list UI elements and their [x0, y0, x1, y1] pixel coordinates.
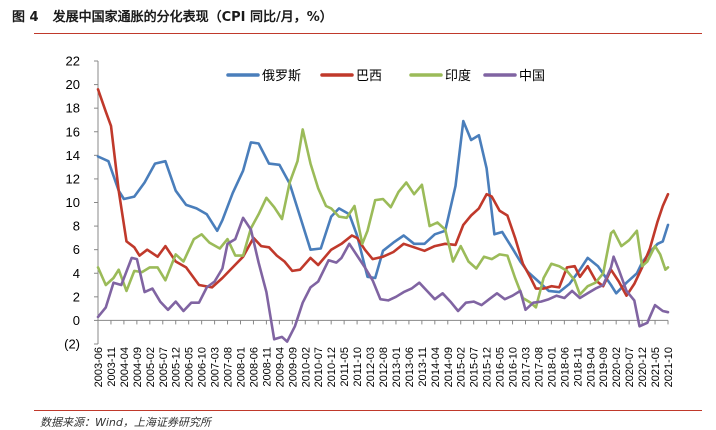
y-tick-label: 6	[73, 242, 80, 257]
x-tick-label: 2007-08	[223, 347, 235, 387]
x-tick-label: 2016-10	[508, 347, 520, 387]
x-tick-label: 2010-12	[326, 347, 338, 387]
figure-title-text: 发展中国家通胀的分化表现（CPI 同比/月，%）	[52, 10, 333, 25]
figure-title: 图 4 发展中国家通胀的分化表现（CPI 同比/月，%）	[12, 6, 333, 25]
data-source-note: 数据来源：Wind，上海证券研究所	[40, 416, 211, 429]
figure-number: 图 4	[12, 10, 39, 25]
x-tick-label: 2003-11	[106, 347, 118, 387]
series-line-3	[96, 128, 670, 309]
x-tick-label: 2013-11	[417, 347, 429, 387]
y-tick-label: (2)	[64, 337, 80, 352]
series-line-2	[96, 88, 670, 297]
x-tick-label: 2009-09	[287, 347, 299, 387]
y-tick-label: 2	[73, 289, 80, 304]
x-tick-label: 2008-11	[261, 347, 273, 387]
x-tick-label: 2016-05	[495, 347, 507, 387]
x-tick-label: 2012-03	[365, 347, 377, 387]
x-tick-label: 2019-09	[598, 347, 610, 387]
x-tick-label: 2017-08	[533, 347, 545, 387]
legend-label-3: 印度	[445, 68, 471, 84]
legend-label-4: 中国	[519, 69, 545, 84]
x-tick-label: 2021-10	[663, 347, 675, 387]
x-tick-label: 2012-08	[378, 347, 390, 387]
x-tick-label: 2006-05	[184, 347, 196, 387]
series-line-1	[96, 119, 670, 295]
x-tick-label: 2020-07	[624, 347, 636, 387]
y-tick-label: 14	[66, 148, 80, 163]
x-tick-label: 2018-01	[546, 347, 558, 387]
x-tick-label: 2008-01	[236, 347, 248, 387]
x-tick-label: 2018-11	[572, 347, 584, 387]
y-tick-label: 22	[66, 54, 80, 69]
source-divider	[34, 410, 702, 411]
y-tick-label: 20	[66, 77, 80, 92]
x-tick-label: 2017-03	[521, 347, 533, 387]
y-tick-label: 16	[66, 124, 80, 139]
y-tick-label: 12	[66, 171, 80, 186]
x-tick-label: 2015-12	[482, 347, 494, 387]
y-tick-label: 18	[66, 101, 80, 116]
x-tick-label: 2010-07	[313, 347, 325, 387]
x-tick-label: 2015-02	[456, 347, 468, 387]
x-tick-label: 2011-10	[352, 347, 364, 387]
x-tick-label: 2019-04	[585, 347, 597, 387]
x-tick-label: 2008-06	[248, 347, 260, 387]
y-tick-label: 0	[73, 313, 80, 328]
x-tick-label: 2007-03	[210, 347, 222, 387]
x-tick-label: 2004-09	[132, 347, 144, 387]
x-tick-label: 2010-02	[300, 347, 312, 387]
x-tick-label: 2018-06	[559, 347, 571, 387]
x-tick-label: 2020-12	[637, 347, 649, 387]
y-tick-label: 4	[73, 266, 80, 281]
x-tick-label: 2009-04	[274, 347, 286, 387]
x-tick-label: 2014-04	[430, 347, 442, 387]
x-tick-label: 2013-01	[391, 347, 403, 387]
x-tick-label: 2020-02	[611, 347, 623, 387]
x-tick-label: 2004-04	[119, 347, 131, 387]
x-tick-label: 2006-10	[197, 347, 209, 387]
x-tick-label: 2005-12	[171, 347, 183, 387]
y-tick-label: 10	[66, 195, 80, 210]
series-line-4	[96, 216, 670, 343]
x-tick-label: 2011-05	[339, 347, 351, 387]
x-tick-label: 2005-07	[158, 347, 170, 387]
x-tick-label: 2003-06	[93, 347, 105, 387]
legend-label-2: 巴西	[356, 69, 382, 84]
x-tick-label: 2014-09	[443, 347, 455, 387]
x-tick-label: 2015-07	[469, 347, 481, 387]
title-divider	[34, 33, 702, 34]
x-tick-label: 2005-02	[145, 347, 157, 387]
x-tick-label: 2013-06	[404, 347, 416, 387]
x-tick-label: 2021-05	[650, 347, 662, 387]
y-tick-label: 8	[73, 219, 80, 234]
legend-label-1: 俄罗斯	[262, 69, 301, 84]
